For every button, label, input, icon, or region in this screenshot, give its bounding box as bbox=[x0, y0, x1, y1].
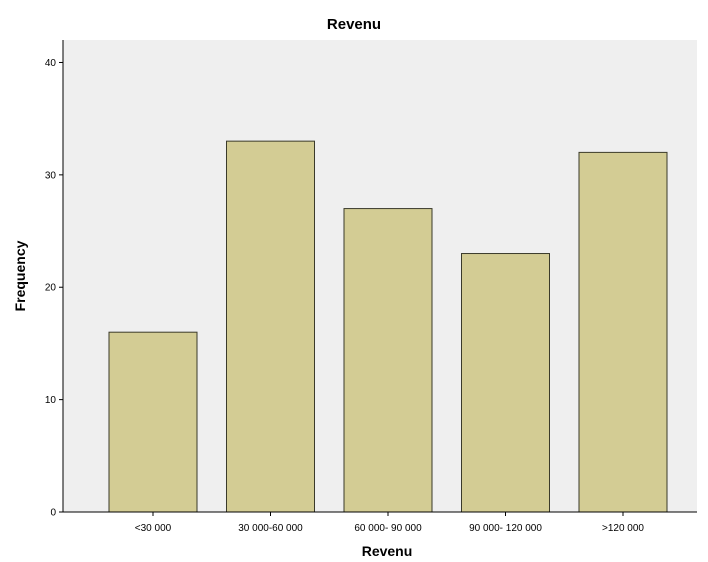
x-tick-label: 30 000-60 000 bbox=[238, 523, 303, 534]
x-tick-label: >120 000 bbox=[602, 523, 644, 534]
y-tick-label: 20 bbox=[45, 283, 57, 294]
bars-group bbox=[108, 140, 668, 513]
y-ticks-group: 0 10 20 30 40 bbox=[45, 58, 63, 519]
bar-2 bbox=[226, 140, 315, 513]
chart-title: Revenu bbox=[327, 16, 381, 33]
x-ticks-group: <30 000 30 000-60 000 60 000- 90 000 90 000… bbox=[135, 512, 644, 534]
y-tick-label: 10 bbox=[45, 395, 57, 406]
x-tick-label: 90 000- 120 000 bbox=[469, 523, 542, 534]
x-tick-label: <30 000 bbox=[135, 523, 172, 534]
y-tick-label: 0 bbox=[50, 508, 56, 519]
x-tick-label: 60 000- 90 000 bbox=[354, 523, 422, 534]
bar-4 bbox=[461, 253, 550, 513]
bar-1 bbox=[108, 331, 198, 513]
bar-5 bbox=[578, 151, 668, 513]
bar-3 bbox=[343, 208, 433, 513]
y-tick-label: 40 bbox=[45, 58, 57, 69]
y-tick-label: 30 bbox=[45, 170, 57, 181]
x-axis-label: Revenu bbox=[362, 543, 413, 559]
y-axis-label: Frequency bbox=[12, 240, 28, 311]
